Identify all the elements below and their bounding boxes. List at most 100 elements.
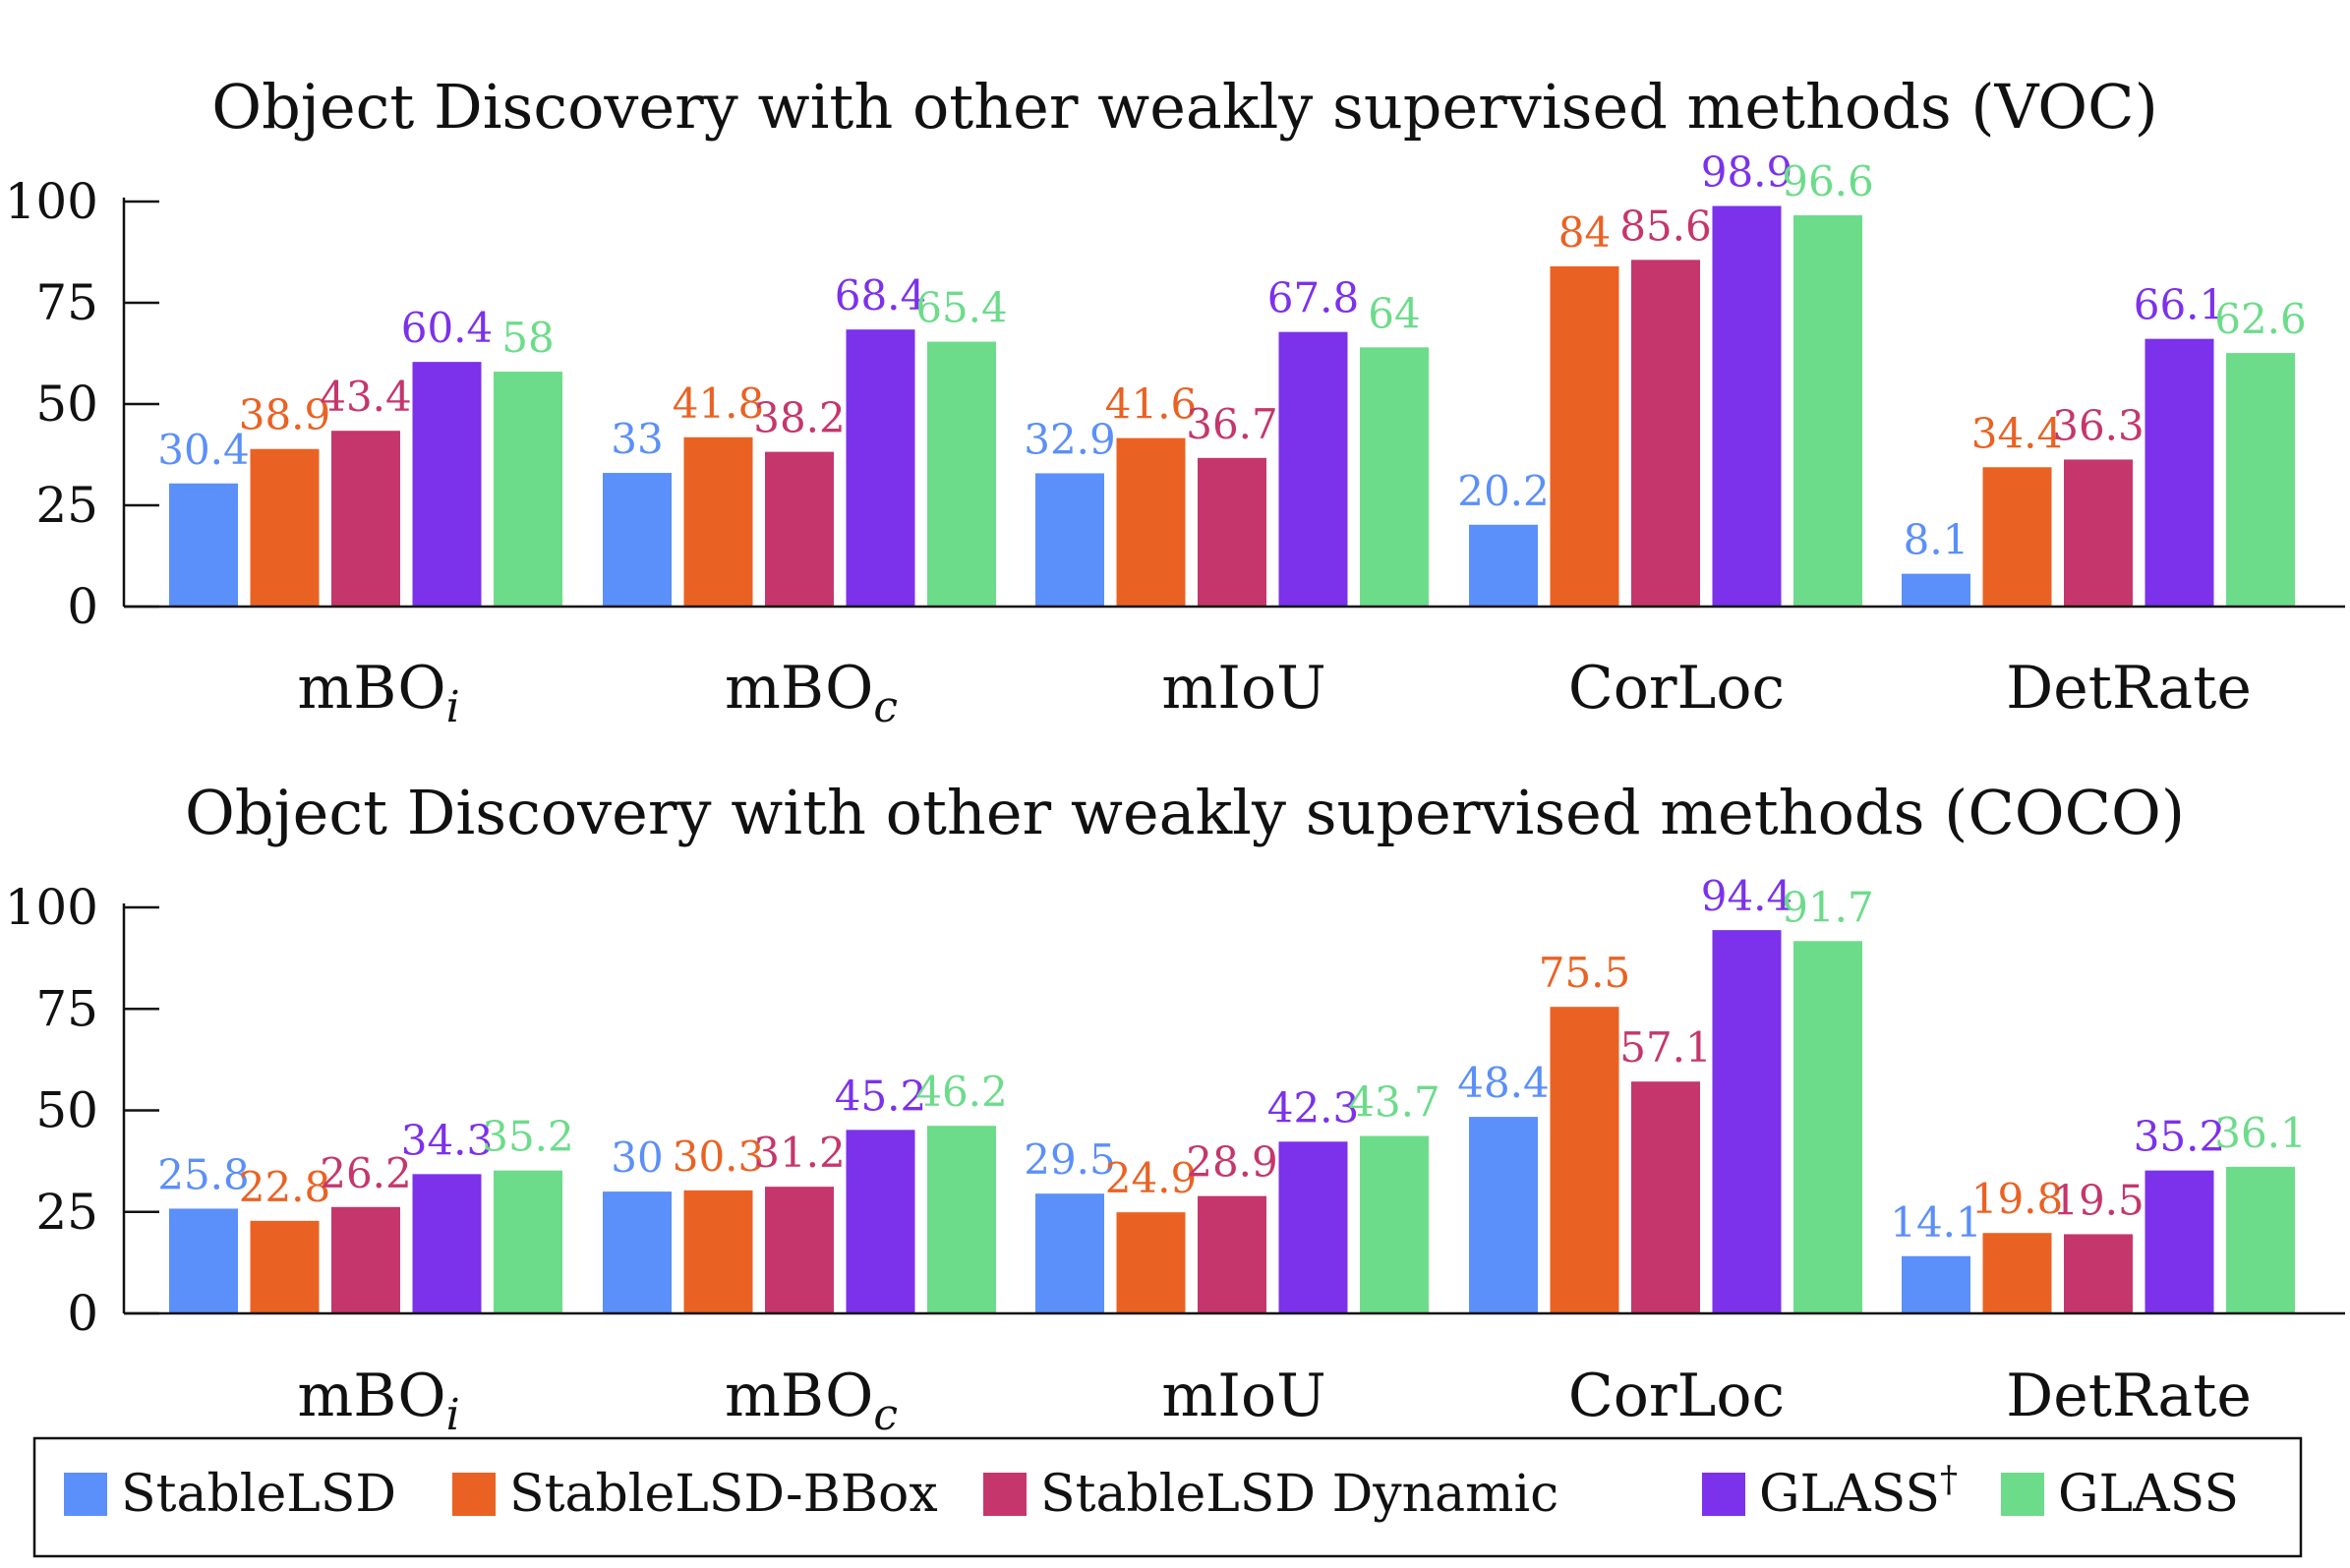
data-label: 94.4: [1701, 872, 1793, 920]
bar-glass--2: [846, 1130, 915, 1313]
data-label: 30.3: [673, 1132, 765, 1181]
data-label: 75.5: [1539, 949, 1631, 997]
bar-glass--3: [1278, 331, 1348, 607]
bar-glass-2: [927, 1126, 996, 1313]
y-tick-label: 25: [35, 477, 98, 534]
data-label: 96.6: [1782, 157, 1874, 205]
data-label: 42.3: [1267, 1083, 1360, 1132]
legend-swatch: [1702, 1473, 1745, 1516]
data-label: 35.2: [2134, 1113, 2226, 1161]
data-label: 36.3: [2052, 401, 2144, 449]
legend-label: StableLSD Dynamic: [1040, 1465, 1558, 1524]
legend-frame: [32, 1436, 2303, 1558]
legend-item: StableLSD: [64, 1465, 396, 1524]
bar-stablelsd-4: [1469, 524, 1538, 607]
y-tick-label: 0: [67, 578, 98, 635]
bar-glass--1: [412, 362, 482, 607]
legend-label: StableLSD-BBox: [509, 1465, 938, 1524]
bar-stablelsd-2: [603, 473, 672, 607]
legend-swatch: [452, 1473, 496, 1516]
legend-swatch: [983, 1473, 1027, 1516]
bar-glass--5: [2144, 338, 2214, 607]
data-label: 84: [1558, 208, 1611, 257]
bar-stablelsd-dynamic-1: [331, 431, 400, 607]
data-label: 31.2: [753, 1129, 846, 1177]
data-label: 35.2: [482, 1113, 574, 1161]
bar-stablelsd-5: [1902, 1255, 1970, 1313]
bar-stablelsd-bbox-2: [683, 1190, 753, 1313]
data-label: 26.2: [320, 1149, 412, 1197]
bar-stablelsd-dynamic-4: [1631, 260, 1700, 607]
data-label: 36.7: [1186, 400, 1278, 448]
data-label: 98.9: [1701, 148, 1793, 197]
data-label: 25.8: [157, 1150, 250, 1198]
data-label: 66.1: [2134, 281, 2226, 329]
legend-label: GLASS†: [1759, 1460, 1958, 1524]
data-label: 34.4: [1971, 409, 2064, 457]
bar-stablelsd-bbox-5: [1982, 467, 2052, 607]
data-label: 67.8: [1267, 274, 1360, 322]
data-label: 14.1: [1890, 1198, 1982, 1247]
bar-stablelsd-3: [1035, 1193, 1104, 1313]
legend-label: StableLSD: [121, 1465, 396, 1524]
bar-glass-3: [1360, 347, 1429, 607]
bar-glass--4: [1712, 205, 1782, 608]
data-label: 33: [611, 415, 663, 463]
chart-title: Object Discovery with other weakly super…: [211, 71, 2158, 143]
data-label: 30.4: [157, 426, 250, 474]
y-tick-label: 75: [35, 980, 98, 1037]
data-label: 45.2: [835, 1072, 927, 1120]
bar-stablelsd-dynamic-5: [2064, 459, 2133, 607]
bar-glass-3: [1360, 1135, 1429, 1313]
x-tick-label: mIoU: [1161, 654, 1325, 723]
bar-glass--3: [1278, 1141, 1348, 1313]
legend-item: GLASS†: [1702, 1460, 1958, 1524]
data-label: 34.3: [401, 1116, 494, 1164]
x-tick-label: CorLoc: [1568, 654, 1785, 723]
data-label: 38.2: [753, 394, 846, 442]
bar-stablelsd-bbox-1: [250, 448, 320, 607]
bar-glass-4: [1793, 941, 1862, 1313]
data-label: 19.5: [2052, 1176, 2144, 1224]
x-tick-label: mBOc: [725, 654, 898, 732]
bar-stablelsd-1: [169, 483, 238, 607]
bar-glass-5: [2226, 1166, 2295, 1313]
y-tick-label: 100: [5, 879, 98, 936]
y-tick-label: 75: [35, 274, 98, 331]
data-label: 41.8: [673, 379, 765, 428]
bar-stablelsd-bbox-3: [1116, 1212, 1186, 1313]
data-label: 62.6: [2214, 295, 2307, 343]
legend-item: StableLSD Dynamic: [983, 1465, 1558, 1524]
bar-glass--4: [1712, 930, 1782, 1313]
bar-glass-5: [2226, 353, 2295, 607]
chart-panel-2: Object Discovery with other weakly super…: [5, 777, 2345, 1440]
data-label: 19.8: [1971, 1175, 2064, 1223]
bar-glass-2: [927, 341, 996, 607]
data-label: 20.2: [1457, 467, 1550, 515]
bar-stablelsd-bbox-4: [1550, 1007, 1619, 1313]
data-label: 43.7: [1348, 1078, 1440, 1127]
bar-glass-4: [1793, 215, 1862, 607]
x-tick-label: mBOc: [725, 1362, 898, 1440]
bar-stablelsd-5: [1902, 573, 1970, 607]
data-label: 43.4: [320, 373, 412, 421]
data-label: 91.7: [1782, 883, 1874, 931]
data-label: 24.9: [1105, 1154, 1198, 1202]
y-tick-label: 100: [5, 173, 98, 230]
bar-stablelsd-4: [1469, 1117, 1538, 1313]
bar-stablelsd-bbox-2: [683, 436, 753, 607]
y-tick-label: 50: [35, 1082, 98, 1139]
bar-stablelsd-bbox-5: [1982, 1233, 2052, 1313]
data-label: 68.4: [835, 271, 927, 319]
bar-glass-1: [494, 1170, 562, 1313]
bar-stablelsd-bbox-1: [250, 1220, 320, 1313]
y-tick-label: 50: [35, 376, 98, 433]
data-label: 28.9: [1186, 1138, 1278, 1187]
bar-stablelsd-bbox-3: [1116, 437, 1186, 607]
bar-stablelsd-dynamic-3: [1198, 1195, 1266, 1313]
bar-stablelsd-dynamic-2: [765, 451, 834, 607]
x-tick-label: mIoU: [1161, 1362, 1325, 1430]
data-label: 65.4: [915, 284, 1008, 332]
